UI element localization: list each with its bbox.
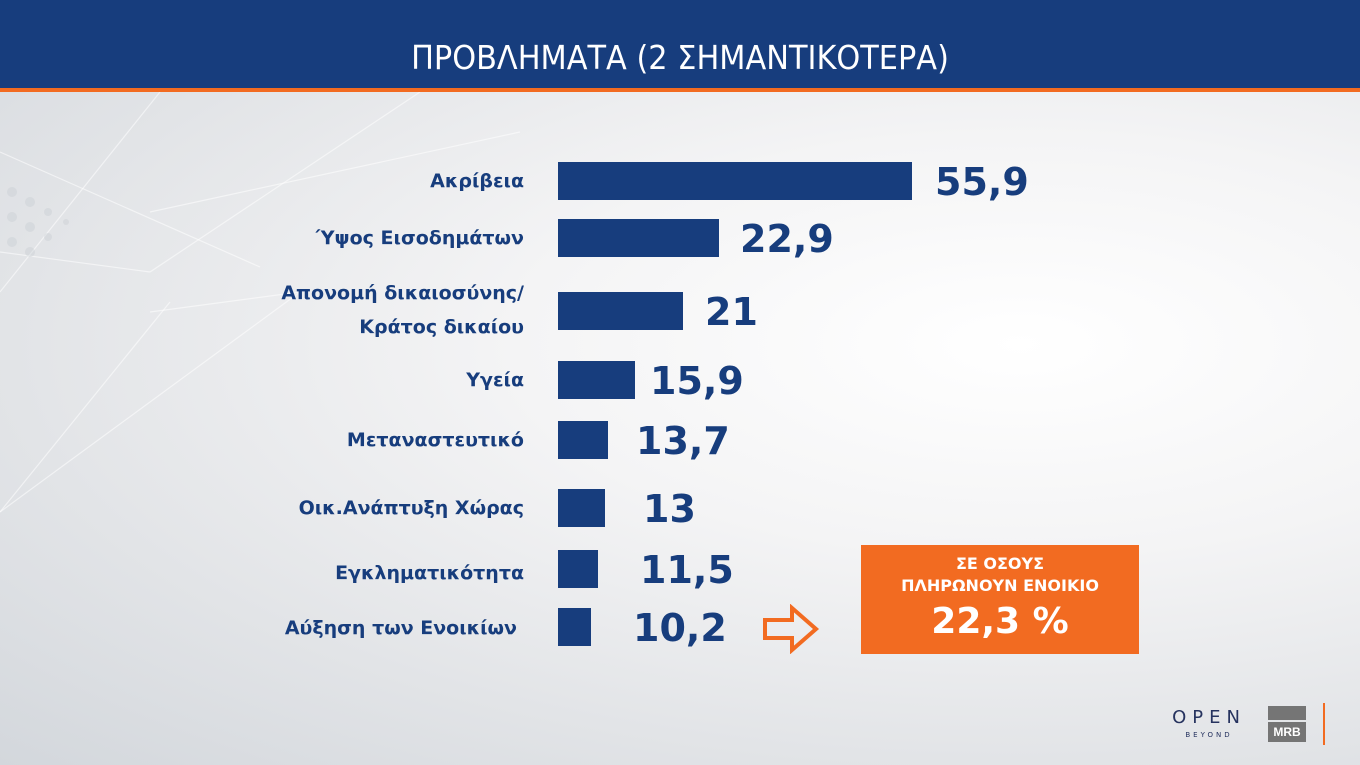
mrb-logo-block (1268, 706, 1306, 720)
page-title: ΠΡΟΒΛΗΜΑΤΑ (2 ΣΗΜΑΝΤΙΚΟΤΕΡΑ) (411, 38, 949, 77)
header-accent-line (0, 88, 1360, 92)
bar (558, 421, 608, 459)
callout-line-1: ΣΕ ΟΣΟΥΣ (955, 554, 1045, 573)
bar (558, 162, 912, 200)
mrb-logo: MRB (1268, 706, 1306, 742)
bar (558, 361, 635, 399)
category-label: Απονομή δικαιοσύνης/ (281, 282, 524, 304)
category-label: Ακρίβεια (430, 170, 524, 192)
open-logo-text: OPEN (1172, 707, 1246, 728)
callout-box: ΣΕ ΟΣΟΥΣ ΠΛΗΡΩΝΟΥΝ ΕΝΟΙΚΙΟ 22,3 % (861, 545, 1139, 654)
category-label: Αύξηση των Ενοικίων (284, 617, 517, 639)
value-label: 22,9 (740, 217, 834, 261)
callout-value: 22,3 % (931, 601, 1069, 642)
category-label: Κράτος δικαίου (359, 316, 524, 338)
category-label: Ύψος Εισοδημάτων (315, 227, 524, 249)
value-label: 21 (705, 290, 758, 334)
mrb-logo-text: MRB (1268, 722, 1306, 742)
bar (558, 219, 719, 257)
logo-divider (1323, 703, 1325, 745)
category-label: Οικ.Ανάπτυξη Χώρας (298, 497, 524, 519)
category-label: Εγκληματικότητα (335, 562, 524, 584)
bar (558, 550, 598, 588)
arrow-right-icon (763, 604, 820, 654)
bar (558, 292, 683, 330)
value-label: 13 (643, 487, 696, 531)
callout-line-2: ΠΛΗΡΩΝΟΥΝ ΕΝΟΙΚΙΟ (901, 576, 1099, 595)
header-bar: ΠΡΟΒΛΗΜΑΤΑ (2 ΣΗΜΑΝΤΙΚΟΤΕΡΑ) (0, 0, 1360, 88)
bar (558, 489, 605, 527)
bar (558, 608, 591, 646)
value-label: 11,5 (640, 548, 734, 592)
open-logo-subtext: BEYOND (1185, 731, 1233, 739)
open-logo: OPEN BEYOND (1170, 707, 1248, 743)
value-label: 15,9 (650, 359, 744, 403)
category-label: Μεταναστευτικό (346, 429, 524, 451)
value-label: 55,9 (935, 160, 1029, 204)
value-label: 13,7 (636, 419, 730, 463)
value-label: 10,2 (633, 606, 727, 650)
category-label: Υγεία (466, 369, 524, 391)
